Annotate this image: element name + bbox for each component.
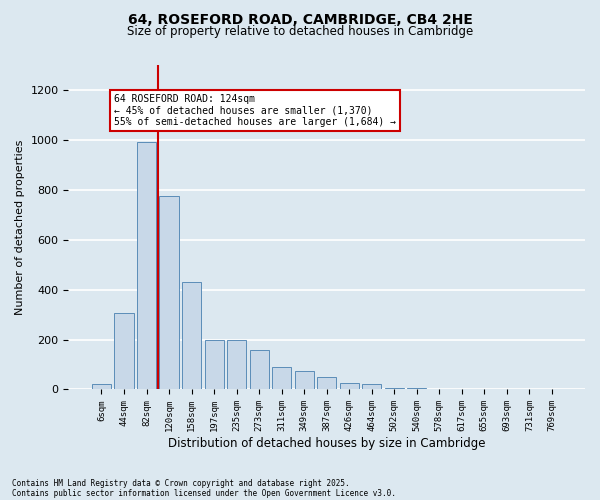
Bar [160,196,179,390]
Bar [272,367,291,390]
Text: Contains HM Land Registry data © Crown copyright and database right 2025.: Contains HM Land Registry data © Crown c… [12,478,350,488]
Bar [115,314,134,390]
Bar [137,142,156,390]
Text: 64 ROSEFORD ROAD: 124sqm
← 45% of detached houses are smaller (1,370)
55% of sem: 64 ROSEFORD ROAD: 124sqm ← 45% of detach… [114,94,396,127]
X-axis label: Distribution of detached houses by size in Cambridge: Distribution of detached houses by size … [168,437,485,450]
Bar [362,384,382,390]
Bar [385,388,404,390]
Bar [92,384,111,390]
Text: Contains public sector information licensed under the Open Government Licence v3: Contains public sector information licen… [12,488,396,498]
Text: Size of property relative to detached houses in Cambridge: Size of property relative to detached ho… [127,25,473,38]
Bar [407,388,427,390]
Bar [317,377,336,390]
Bar [205,340,224,390]
Bar [227,340,246,390]
Bar [250,350,269,390]
Bar [340,383,359,390]
Bar [295,371,314,390]
Text: 64, ROSEFORD ROAD, CAMBRIDGE, CB4 2HE: 64, ROSEFORD ROAD, CAMBRIDGE, CB4 2HE [128,12,472,26]
Y-axis label: Number of detached properties: Number of detached properties [15,140,25,315]
Bar [182,282,201,390]
